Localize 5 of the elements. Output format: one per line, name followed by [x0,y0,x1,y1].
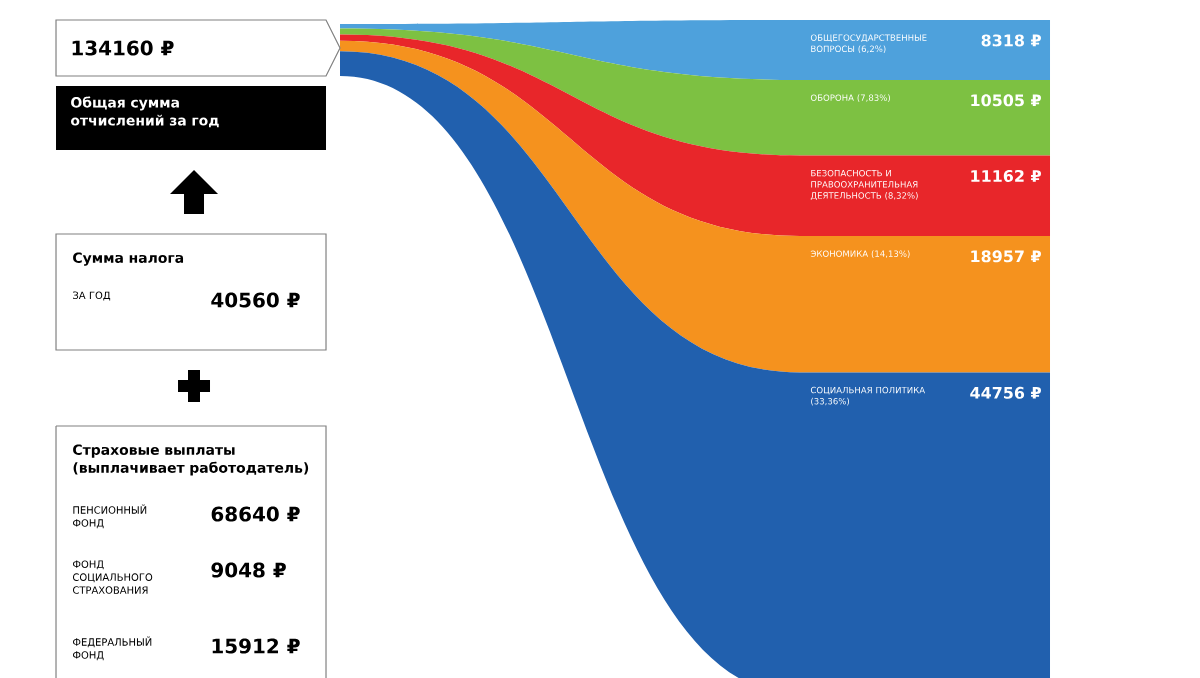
text: 40560 ₽ [211,292,300,308]
text: 134160 ₽ [72,40,174,56]
text: 68640 ₽ [211,506,300,522]
text: 15912 ₽ [212,638,300,654]
text: 9048 ₽ [211,562,286,578]
